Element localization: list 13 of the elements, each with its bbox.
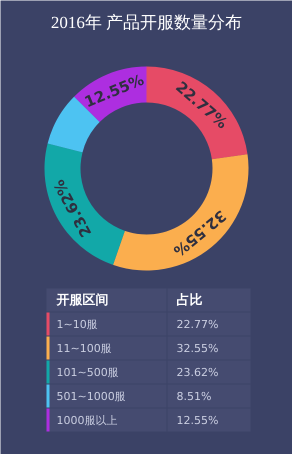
text: 开服区间 <box>56 293 108 308</box>
legend-label: 1~10服 <box>56 318 98 331</box>
legend-label: 11~100服 <box>56 342 112 355</box>
chart-title: 2016年 产品开服数量分布 <box>50 13 242 32</box>
legend-label: 1000服以上 <box>56 414 118 427</box>
text: 23.62% <box>176 366 218 379</box>
legend-label: 101~500服 <box>56 366 119 379</box>
data-label: 8.51% <box>176 390 212 403</box>
text: 占比 <box>176 293 202 308</box>
legend-label: 501~1000服 <box>56 390 126 403</box>
text: 32.55% <box>176 342 218 355</box>
text: 22.77% <box>176 318 218 331</box>
text: 12.55% <box>176 414 218 427</box>
